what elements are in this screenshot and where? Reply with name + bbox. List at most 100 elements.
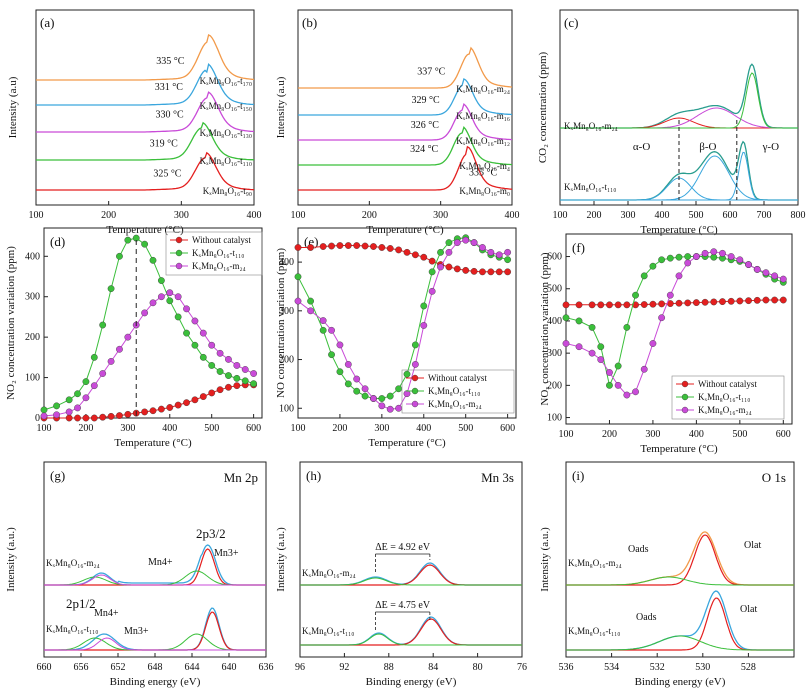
data-point: [107, 358, 115, 365]
data-point: [307, 297, 314, 305]
data-point: [453, 239, 461, 247]
data-point: [149, 256, 157, 264]
series-label: KₓMn₈O₁₆-t₁₁₀: [564, 182, 616, 192]
x-tick-label: 400: [505, 210, 520, 221]
legend-marker: [411, 387, 419, 395]
data-point: [606, 381, 613, 389]
x-tick-label: 200: [332, 423, 347, 434]
data-point: [479, 268, 486, 276]
data-point: [319, 243, 327, 250]
data-point: [736, 256, 744, 264]
data-point: [727, 253, 735, 260]
peak-annotation: Mn3+: [124, 626, 149, 637]
x-tick-label: 600: [723, 210, 738, 221]
peak-label: 325 °C: [153, 169, 181, 180]
data-point: [487, 268, 495, 276]
peak-annotation: 2p3/2: [196, 526, 226, 541]
data-point: [658, 300, 666, 308]
data-point: [166, 404, 174, 411]
data-point: [183, 399, 190, 407]
x-tick-label: 528: [741, 662, 756, 673]
data-point: [588, 349, 596, 357]
y-axis-label: Intensity (a.u.): [5, 527, 17, 592]
data-point: [116, 345, 123, 353]
series-line: [565, 256, 784, 387]
y-tick-label: 100: [279, 403, 294, 414]
fit-curve: [300, 633, 522, 646]
data-point: [225, 355, 232, 363]
data-point: [745, 297, 752, 305]
x-tick-label: 532: [650, 662, 665, 673]
fit-curve: [566, 635, 794, 651]
x-tick-label: 652: [111, 662, 126, 673]
x-tick-label: 100: [37, 423, 52, 434]
peak-label: 335 °C: [469, 168, 497, 179]
x-tick-label: 656: [74, 662, 89, 673]
data-point: [208, 389, 216, 397]
x-tick-label: 300: [433, 210, 448, 221]
legend-label: KₓMn₈O₁₆-m₂₄: [698, 405, 752, 415]
data-point: [495, 251, 503, 259]
y-tick-label: 200: [25, 332, 40, 343]
x-tick-label: 500: [689, 210, 704, 221]
x-tick-label: 536: [559, 662, 574, 673]
data-point: [344, 380, 352, 388]
data-point: [470, 267, 478, 275]
region-label: α-O: [633, 141, 650, 153]
series-label: KₓMn₈O₁₆-m₀: [459, 186, 510, 196]
data-point: [666, 291, 674, 299]
x-axis-label: Temperature (°C): [106, 224, 184, 236]
data-point: [762, 269, 770, 277]
series-curve: [298, 46, 513, 89]
data-point: [191, 317, 199, 325]
data-point: [658, 256, 666, 264]
data-point: [575, 301, 583, 309]
peak-label: 326 °C: [411, 120, 439, 131]
legend-box: [671, 375, 785, 420]
x-tick-label: 600: [500, 423, 515, 434]
x-tick-label: 800: [791, 210, 806, 221]
data-point: [319, 326, 327, 334]
series-label: KₓMn₈O₁₆-t₁₁₀: [46, 624, 98, 634]
x-tick-label: 644: [185, 662, 200, 673]
data-point: [470, 239, 478, 247]
data-point: [411, 361, 419, 368]
data-point: [166, 289, 174, 297]
plot-frame: [299, 461, 523, 658]
data-point: [504, 248, 512, 256]
data-point: [623, 391, 631, 399]
data-point: [157, 277, 165, 284]
legend-label: KₓMn₈O₁₆-m₂₄: [192, 261, 246, 271]
y-axis-label: NO₂ concentration variation (ppm): [5, 246, 17, 400]
legend-label: KₓMn₈O₁₆-m₂₄: [428, 399, 482, 409]
data-point: [649, 300, 657, 308]
x-tick-label: 100: [291, 210, 306, 221]
peak-label: 335 °C: [156, 56, 184, 67]
data-point: [149, 299, 157, 307]
data-point: [504, 268, 512, 276]
data-point: [445, 263, 453, 271]
data-point: [588, 323, 596, 331]
data-point: [428, 257, 436, 265]
data-point: [116, 252, 123, 260]
peak-annotation: Mn4+: [94, 608, 119, 619]
data-point: [562, 314, 570, 322]
peak-label: 324 °C: [410, 144, 438, 155]
data-point: [225, 383, 232, 391]
data-point: [328, 351, 335, 359]
panel-label: (a): [40, 15, 54, 30]
legend-label: KₓMn₈O₁₆-t₁₁₀: [698, 392, 750, 402]
data-point: [199, 329, 207, 337]
data-point: [53, 411, 60, 419]
data-point: [378, 402, 386, 410]
x-axis-label: Temperature (°C): [366, 224, 444, 236]
data-point: [241, 366, 249, 373]
data-point: [649, 262, 657, 270]
data-point: [487, 248, 495, 256]
y-axis-label: Intensity (a.u): [275, 76, 287, 138]
x-tick-label: 400: [247, 210, 262, 221]
series-label: KₓMn₈O₁₆-t₁₁₀: [568, 626, 620, 636]
peak-annotation: Olat: [744, 540, 761, 551]
x-tick-label: 500: [458, 423, 473, 434]
y-axis-label: NO concentration variation (ppm): [275, 248, 287, 398]
